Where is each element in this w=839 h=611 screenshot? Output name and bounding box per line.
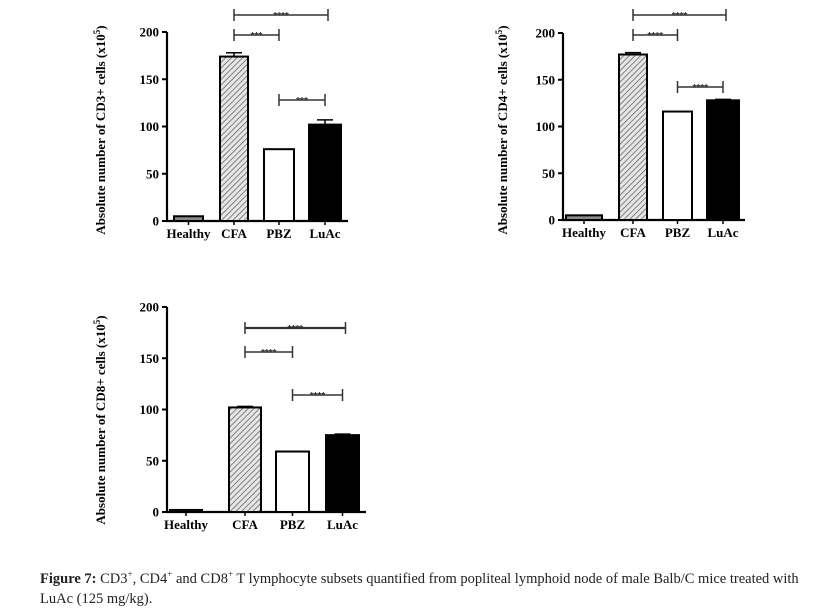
y-axis-label-text: Absolute number of CD3+ cells (x10 xyxy=(93,34,108,234)
caption-sup: + xyxy=(227,569,234,579)
bar-pbz xyxy=(662,110,693,221)
significance-label: **** xyxy=(273,11,289,22)
y-tick-label: 0 xyxy=(549,213,556,228)
caption-text: CD3 xyxy=(100,570,128,587)
x-tick-label: Healthy xyxy=(164,517,209,532)
y-tick-label: 50 xyxy=(542,166,555,181)
y-axis-label-sup: 5 xyxy=(92,319,102,324)
x-tick-label: LuAc xyxy=(707,225,738,240)
caption-label: Figure 7: xyxy=(40,570,97,587)
bar-healthy xyxy=(565,214,603,221)
x-tick-label: CFA xyxy=(620,225,646,240)
caption-sup: + xyxy=(127,569,133,579)
bar-luac xyxy=(325,434,360,513)
bar-cfa xyxy=(618,53,648,221)
y-tick-label: 150 xyxy=(536,72,556,87)
y-tick-label: 50 xyxy=(146,453,159,468)
y-axis-label: Absolute number of CD4+ cells (x105) xyxy=(494,25,510,234)
bar-cfa xyxy=(219,55,249,222)
y-tick-label: 100 xyxy=(140,402,160,417)
y-axis-label-close: ) xyxy=(93,25,108,29)
x-tick-label: Healthy xyxy=(562,225,607,240)
significance-label: **** xyxy=(692,83,708,94)
figure-caption: Figure 7: CD3+, CD4+ and CD8+ T lymphocy… xyxy=(40,564,830,609)
y-axis-label-text: Absolute number of CD8+ cells (x10 xyxy=(93,324,108,524)
y-axis-label-close: ) xyxy=(495,25,510,29)
chart-3: 0 50 100 150 200 Healthy CFA PBZ LuAc **** **** ***… xyxy=(92,300,366,532)
y-tick-label: 200 xyxy=(140,300,160,315)
caption-text: and CD8 xyxy=(172,570,228,587)
y-axis-label-sup: 5 xyxy=(494,29,504,34)
bar-pbz xyxy=(263,148,295,222)
y-axis-label: Absolute number of CD3+ cells (x105) xyxy=(92,25,108,234)
x-tick-label: PBZ xyxy=(280,517,306,532)
caption-sup: + xyxy=(167,569,173,579)
significance-label: **** xyxy=(261,348,277,359)
y-tick-label: 200 xyxy=(536,26,556,41)
significance-label: **** xyxy=(672,11,688,22)
y-tick-label: 0 xyxy=(153,214,160,229)
y-tick-label: 100 xyxy=(140,119,160,134)
bar-cfa xyxy=(228,406,262,514)
caption-text: , CD4 xyxy=(132,570,168,587)
y-tick-label: 150 xyxy=(140,351,160,366)
y-tick-label: 0 xyxy=(153,505,160,520)
significance-label: *** xyxy=(296,96,308,107)
x-tick-label: CFA xyxy=(221,226,247,241)
x-tick-label: PBZ xyxy=(665,225,691,240)
y-tick-label: 50 xyxy=(146,166,159,181)
significance-label: **** xyxy=(310,391,326,402)
y-axis-label-close: ) xyxy=(93,315,108,319)
bar-healthy xyxy=(173,215,204,222)
caption-text: T lymphocyte subsets quantified from pop… xyxy=(40,570,799,607)
bar-luac xyxy=(706,99,740,221)
bar-luac xyxy=(308,123,342,222)
y-tick-label: 100 xyxy=(536,119,556,134)
x-tick-label: LuAc xyxy=(327,517,358,532)
x-tick-label: LuAc xyxy=(309,226,340,241)
significance-label: **** xyxy=(647,31,663,42)
y-tick-label: 150 xyxy=(140,72,160,87)
bar-healthy xyxy=(169,508,203,514)
significance-label: *** xyxy=(251,31,263,42)
x-tick-label: CFA xyxy=(232,517,258,532)
y-axis-label-sup: 5 xyxy=(92,29,102,34)
y-axis-label: Absolute number of CD8+ cells (x105) xyxy=(92,315,108,524)
y-tick-label: 200 xyxy=(140,25,160,40)
bar-pbz xyxy=(275,450,310,513)
significance-label: **** xyxy=(287,324,303,335)
y-axis-label-text: Absolute number of CD4+ cells (x10 xyxy=(495,34,510,234)
chart-2: 0 50 100 150 200 Healthy CFA PBZ LuAc **** **** ***… xyxy=(494,9,745,240)
x-tick-label: PBZ xyxy=(266,226,292,241)
x-tick-label: Healthy xyxy=(166,226,211,241)
